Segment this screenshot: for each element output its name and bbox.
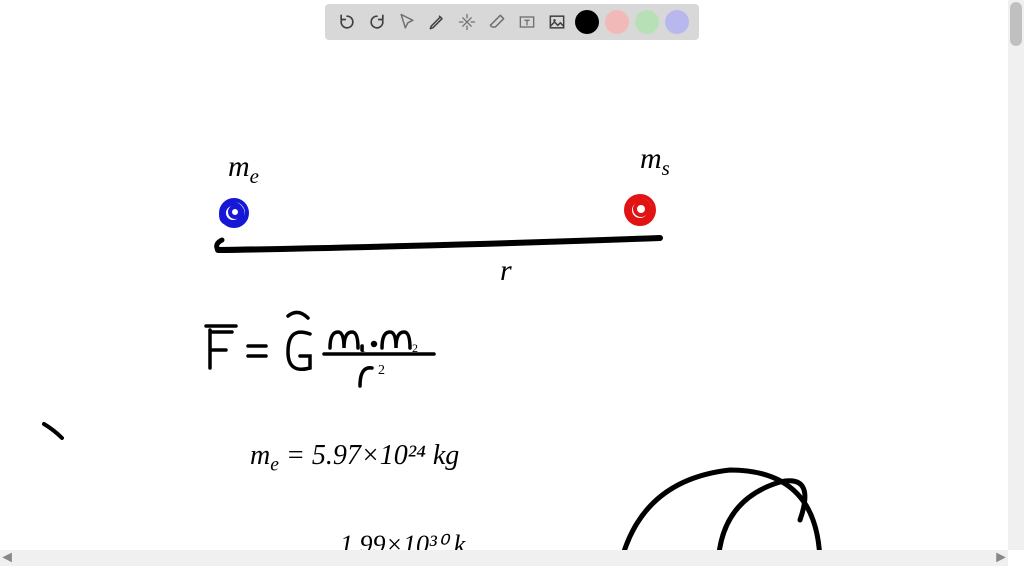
pointer-button[interactable]: [393, 8, 421, 36]
svg-text:2: 2: [412, 341, 418, 355]
label-r: r: [500, 254, 512, 288]
tools-icon: [457, 12, 477, 32]
drawing-canvas[interactable]: 1 2 2 me ms r me = 5.97×10²: [0, 0, 1024, 566]
gravity-equation: 1 2 2: [206, 312, 434, 386]
image-icon: [547, 12, 567, 32]
pencil-icon: [427, 12, 447, 32]
redo-button[interactable]: [363, 8, 391, 36]
pencil-button[interactable]: [423, 8, 451, 36]
color-pink[interactable]: [605, 10, 629, 34]
undo-button[interactable]: [333, 8, 361, 36]
svg-text:1: 1: [360, 341, 366, 355]
vertical-scrollbar[interactable]: [1008, 0, 1024, 550]
color-black[interactable]: [575, 10, 599, 34]
eraser-icon: [487, 12, 507, 32]
value-me: me = 5.97×10²⁴ kg: [250, 440, 459, 477]
textbox-button[interactable]: [513, 8, 541, 36]
color-blue[interactable]: [665, 10, 689, 34]
distance-line: [218, 238, 660, 250]
sketch-svg: 1 2 2: [0, 0, 1024, 566]
vertical-scroll-thumb[interactable]: [1010, 2, 1022, 46]
pointer-icon: [397, 12, 417, 32]
whiteboard-app: 1 2 2 me ms r me = 5.97×10²: [0, 0, 1024, 566]
redo-icon: [367, 12, 387, 32]
toolbar: [325, 4, 699, 40]
stray-mark: [44, 424, 62, 438]
sun-mass: [626, 196, 654, 224]
textbox-icon: [517, 12, 537, 32]
image-button[interactable]: [543, 8, 571, 36]
svg-text:2: 2: [378, 363, 385, 378]
tools-button[interactable]: [453, 8, 481, 36]
label-earth: me: [228, 150, 259, 189]
scroll-left-icon[interactable]: ◄: [0, 551, 14, 565]
eraser-button[interactable]: [483, 8, 511, 36]
color-green[interactable]: [635, 10, 659, 34]
undo-icon: [337, 12, 357, 32]
scroll-right-icon[interactable]: ►: [994, 551, 1008, 565]
label-sun: ms: [640, 142, 670, 181]
earth-mass: [221, 200, 247, 226]
horizontal-scrollbar[interactable]: ◄ ►: [0, 550, 1008, 566]
